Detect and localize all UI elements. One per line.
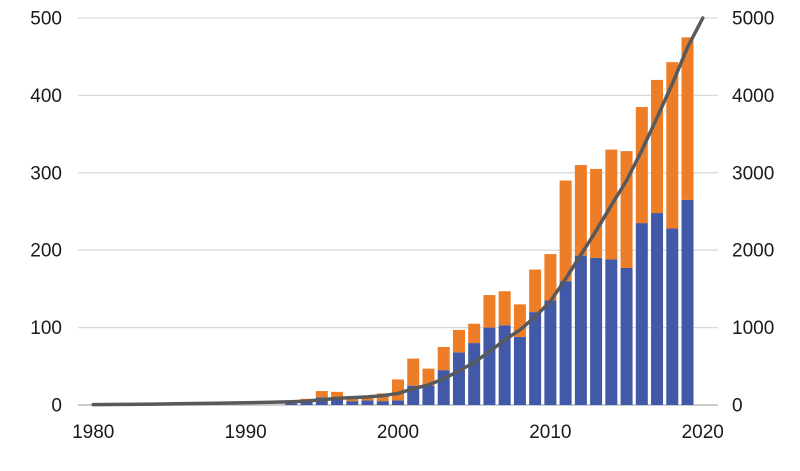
x-axis-tick-label: 1990 xyxy=(224,422,266,443)
bar-segment-upper-segment-orange xyxy=(315,391,328,398)
y-axis-right-tick-label: 2000 xyxy=(732,241,774,262)
bar-segment-lower-segment-blue xyxy=(483,327,496,405)
bar-segment-upper-segment-orange xyxy=(620,151,633,269)
bar-segment-lower-segment-blue xyxy=(452,352,465,405)
bar-segment-lower-segment-blue xyxy=(666,228,679,405)
y-axis-left-tick-label: 100 xyxy=(30,318,62,339)
x-axis-tick-label: 2010 xyxy=(529,422,571,443)
bar-segment-upper-segment-orange xyxy=(681,37,694,200)
bar-segment-lower-segment-blue xyxy=(392,400,404,405)
bar-segment-lower-segment-blue xyxy=(574,255,587,405)
bar-segment-upper-segment-orange xyxy=(468,323,481,344)
bar-segment-upper-segment-orange xyxy=(651,79,664,214)
x-axis-tick-label: 2020 xyxy=(682,422,724,443)
bar-segment-upper-segment-orange xyxy=(392,379,404,401)
bar-segment-lower-segment-blue xyxy=(498,325,511,405)
bar-segment-upper-segment-orange xyxy=(666,62,679,229)
y-axis-left-tick-label: 400 xyxy=(30,86,62,107)
cumulative-trend-line xyxy=(91,16,705,407)
bar-segment-upper-segment-orange xyxy=(498,291,511,326)
bar-segment-upper-segment-orange xyxy=(635,107,648,224)
bar-segment-upper-segment-orange xyxy=(422,368,435,386)
x-axis-tick-label: 1980 xyxy=(72,422,114,443)
y-axis-right-tick-label: 3000 xyxy=(732,163,774,184)
y-axis-left-tick-label: 0 xyxy=(51,396,62,417)
bar-segment-lower-segment-blue xyxy=(529,312,542,405)
bar-segment-lower-segment-blue xyxy=(285,403,298,405)
y-axis-left-tick-label: 200 xyxy=(30,241,62,262)
bar-segment-upper-segment-orange xyxy=(346,398,359,402)
bar-segment-lower-segment-blue xyxy=(681,199,694,405)
bar-segment-lower-segment-blue xyxy=(422,385,435,405)
bar-segment-lower-segment-blue xyxy=(620,268,633,405)
y-axis-right-tick-label: 1000 xyxy=(732,318,774,339)
bar-segment-upper-segment-orange xyxy=(544,254,557,301)
bar-segment-lower-segment-blue xyxy=(651,213,664,405)
bar-segment-upper-segment-orange xyxy=(331,391,344,399)
bar-segment-lower-segment-blue xyxy=(513,336,526,405)
bar-segment-lower-segment-blue xyxy=(559,281,572,405)
bar-segment-upper-segment-orange xyxy=(529,269,542,313)
y-axis-left-tick-label: 500 xyxy=(30,9,62,30)
bar-segment-lower-segment-blue xyxy=(590,257,603,405)
bar-segment-lower-segment-blue xyxy=(376,401,389,405)
bar-segment-upper-segment-orange xyxy=(590,168,603,258)
bar-segment-lower-segment-blue xyxy=(346,401,359,405)
bar-segment-upper-segment-orange xyxy=(452,329,465,353)
bar-segment-lower-segment-blue xyxy=(468,343,481,405)
y-axis-right-tick-label: 4000 xyxy=(732,86,774,107)
y-axis-right-tick-label: 5000 xyxy=(732,9,774,30)
bar-segment-upper-segment-orange xyxy=(483,295,496,328)
y-axis-left-tick-label: 300 xyxy=(30,163,62,184)
y-axis-right-tick-label: 0 xyxy=(732,396,743,417)
bar-segment-lower-segment-blue xyxy=(361,400,374,405)
bar-segment-upper-segment-orange xyxy=(559,180,572,282)
bar-segment-lower-segment-blue xyxy=(331,398,344,405)
bar-segment-upper-segment-orange xyxy=(437,346,450,371)
bar-segment-upper-segment-orange xyxy=(361,397,374,401)
bar-segment-upper-segment-orange xyxy=(574,165,587,256)
bar-segment-upper-segment-orange xyxy=(407,358,420,386)
x-axis-tick-label: 2000 xyxy=(377,422,419,443)
bar-segment-lower-segment-blue xyxy=(605,259,618,405)
bar-segment-lower-segment-blue xyxy=(635,223,648,405)
bar-segment-lower-segment-blue xyxy=(544,300,557,405)
